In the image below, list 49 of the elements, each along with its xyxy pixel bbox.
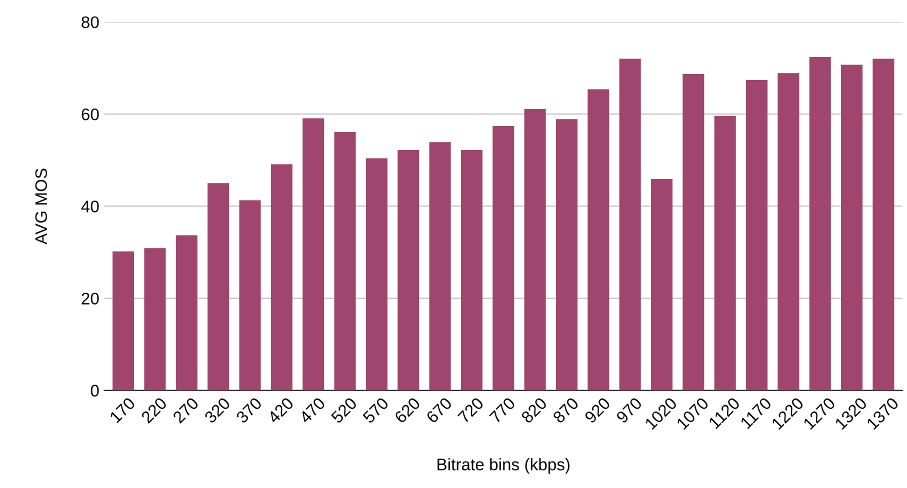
x-tick-label: 420 (266, 396, 294, 424)
bar (682, 74, 704, 390)
x-tick-label: 820 (520, 396, 548, 424)
x-tick-label: 670 (426, 396, 453, 424)
bar (588, 89, 610, 390)
bar (398, 150, 420, 390)
bar (809, 56, 831, 390)
x-tick-label: 170 (109, 396, 136, 424)
bar (239, 200, 261, 390)
x-tick-label: 970 (616, 396, 643, 424)
bar (524, 109, 546, 390)
y-tick-label: 60 (82, 108, 99, 120)
bar (208, 183, 230, 390)
bar (841, 64, 863, 390)
y-tick-label: 20 (82, 292, 99, 304)
x-tick-label: 870 (552, 396, 580, 424)
bar (176, 235, 198, 390)
x-tick-label: 720 (457, 396, 484, 424)
bar (650, 179, 673, 390)
y-tick-label: 40 (81, 200, 99, 212)
x-tick-label: 270 (172, 396, 200, 424)
bar (460, 150, 482, 390)
bar (112, 251, 134, 390)
bar (144, 248, 166, 390)
x-tick-label: 370 (235, 396, 263, 424)
x-tick-label: 470 (298, 396, 326, 424)
bar (714, 116, 736, 390)
bar (872, 58, 894, 390)
x-tick-label: 220 (140, 396, 168, 424)
bar (270, 164, 292, 390)
bar (334, 132, 356, 390)
x-tick-label: 570 (362, 396, 390, 424)
y-tick-label: 80 (82, 16, 99, 28)
x-axis-title: Bitrate bins (kbps) (438, 458, 570, 474)
bar (619, 58, 641, 390)
x-tick-label: 320 (204, 396, 231, 424)
bar (778, 73, 800, 390)
bar (302, 118, 324, 390)
bar (366, 158, 388, 390)
bar (556, 119, 578, 390)
x-tick-label: 770 (488, 396, 516, 424)
bar (746, 80, 768, 390)
bar (492, 126, 514, 390)
x-tick-label: 920 (584, 396, 611, 424)
x-tick-label: 520 (330, 396, 358, 424)
y-axis-title: AVG MOS (35, 168, 48, 244)
x-tick-label: 620 (394, 396, 421, 424)
bar (429, 142, 451, 390)
y-tick-label: 0 (90, 384, 99, 397)
